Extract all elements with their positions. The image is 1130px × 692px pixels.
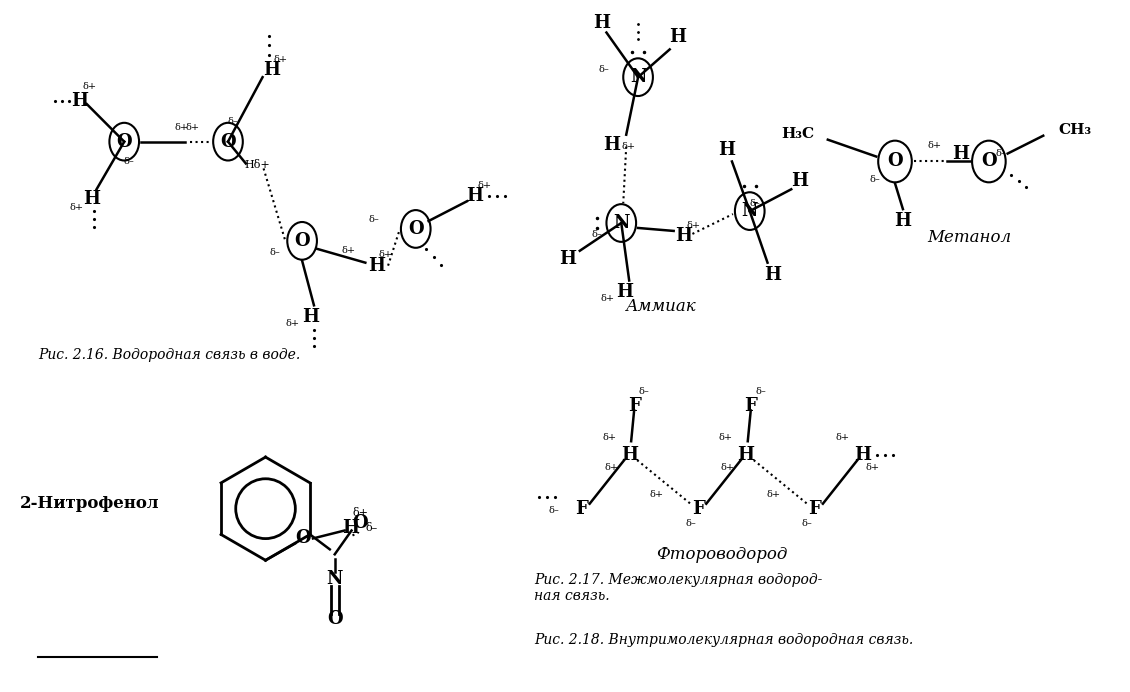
Text: δ+: δ+ <box>928 141 941 150</box>
Text: F: F <box>692 500 705 518</box>
Text: H: H <box>593 14 610 32</box>
Text: δ–: δ– <box>368 215 380 224</box>
Text: O: O <box>295 529 311 547</box>
Text: δ–: δ– <box>996 149 1006 158</box>
Text: H: H <box>303 308 320 326</box>
Text: δ+: δ+ <box>285 319 299 328</box>
Text: δ+: δ+ <box>82 82 97 91</box>
Text: δ–: δ– <box>598 65 609 74</box>
Text: δ–: δ– <box>591 230 602 239</box>
Text: δ–: δ– <box>269 248 280 257</box>
Text: δ+: δ+ <box>70 203 84 212</box>
Text: O: O <box>294 232 310 250</box>
Text: F: F <box>809 500 822 518</box>
Text: O: O <box>220 133 236 151</box>
Text: δ+: δ+ <box>719 432 733 441</box>
Text: H: H <box>616 284 633 302</box>
Text: H: H <box>791 172 808 190</box>
Text: δ+: δ+ <box>686 221 701 230</box>
Text: H: H <box>895 212 912 230</box>
Text: O: O <box>981 152 997 170</box>
Text: H: H <box>467 188 484 206</box>
Text: O: O <box>887 152 903 170</box>
Text: δ+: δ+ <box>341 246 356 255</box>
Text: H: H <box>951 145 968 163</box>
Text: H: H <box>764 266 781 284</box>
Text: H: H <box>263 61 280 79</box>
Text: Метанол: Метанол <box>927 229 1011 246</box>
Text: H: H <box>620 446 637 464</box>
Text: H: H <box>367 257 384 275</box>
Text: H₃C: H₃C <box>781 127 814 140</box>
Text: δ+: δ+ <box>602 432 617 441</box>
Text: N: N <box>327 570 344 588</box>
Text: H: H <box>719 140 736 158</box>
Text: δ–: δ– <box>638 387 650 396</box>
Text: δ+: δ+ <box>622 142 635 151</box>
Text: H: H <box>669 28 686 46</box>
Text: δ+: δ+ <box>353 508 368 518</box>
Text: δ+: δ+ <box>273 55 287 64</box>
Text: δ+: δ+ <box>835 432 850 441</box>
Text: δ–: δ– <box>749 199 760 208</box>
Text: δ+: δ+ <box>185 123 200 132</box>
Text: Рис. 2.16. Водородная связь в воде.: Рис. 2.16. Водородная связь в воде. <box>38 348 301 362</box>
Text: CH₃: CH₃ <box>1058 122 1092 137</box>
Text: N: N <box>629 69 646 86</box>
Text: H: H <box>559 250 576 268</box>
Text: δ+: δ+ <box>721 462 735 471</box>
Text: δ+: δ+ <box>600 294 615 303</box>
Text: Рис. 2.18. Внутримолекулярная водородная связь.: Рис. 2.18. Внутримолекулярная водородная… <box>534 632 913 647</box>
Text: N: N <box>614 214 629 232</box>
Text: H: H <box>84 190 101 208</box>
Text: Аммиак: Аммиак <box>626 298 696 316</box>
Text: δ+: δ+ <box>766 491 781 500</box>
Text: Фтороводород: Фтороводород <box>657 547 788 563</box>
Text: δ+: δ+ <box>478 181 492 190</box>
Text: H: H <box>854 446 871 464</box>
Text: δ–: δ– <box>755 387 766 396</box>
Text: δ+: δ+ <box>650 491 664 500</box>
Text: F: F <box>575 500 589 518</box>
Text: H: H <box>737 446 755 464</box>
Text: δ+: δ+ <box>866 462 879 471</box>
Text: δ–: δ– <box>549 506 559 515</box>
Text: Hδ+: Hδ+ <box>245 161 270 170</box>
Text: O: O <box>327 610 342 628</box>
Text: δ–: δ– <box>365 522 377 533</box>
Text: F: F <box>627 397 641 415</box>
Text: O: O <box>116 133 132 151</box>
Text: O: O <box>408 220 424 238</box>
Text: δ–: δ– <box>801 519 812 528</box>
Text: δ+: δ+ <box>605 462 618 471</box>
Text: 2-Нитрофенол: 2-Нитрофенол <box>20 495 159 512</box>
Text: N: N <box>741 202 758 220</box>
Text: δ+: δ+ <box>379 251 392 260</box>
Text: δ+: δ+ <box>174 123 189 132</box>
Text: F: F <box>745 397 757 415</box>
Text: δ–: δ– <box>870 175 880 184</box>
Text: δ–: δ– <box>124 157 134 166</box>
Text: H: H <box>675 227 692 245</box>
Text: O: O <box>353 513 368 531</box>
Text: H: H <box>342 518 359 536</box>
Text: H: H <box>71 92 88 110</box>
Text: H: H <box>603 136 620 154</box>
Text: Рис. 2.17. Межмолекулярная водород-
ная связь.: Рис. 2.17. Межмолекулярная водород- ная … <box>534 573 823 603</box>
Text: δ–: δ– <box>227 118 238 127</box>
Text: δ–: δ– <box>685 519 696 528</box>
